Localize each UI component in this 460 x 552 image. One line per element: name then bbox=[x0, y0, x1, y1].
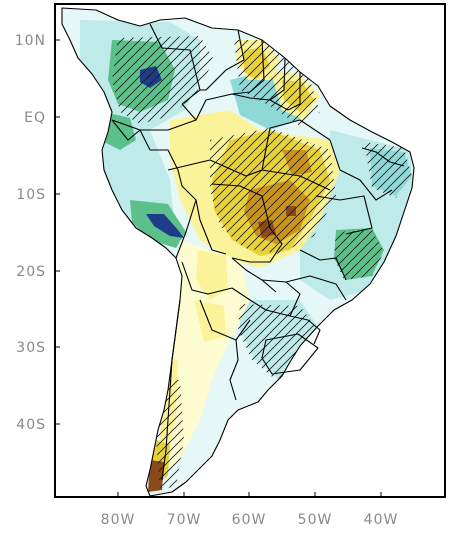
lon-label-80w: 80W bbox=[101, 512, 136, 528]
map-frame bbox=[54, 3, 446, 498]
border-brazil-states-1 bbox=[167, 159, 331, 191]
lat-label-40s: 40S bbox=[16, 417, 46, 433]
border-bolivia-chile bbox=[181, 261, 233, 295]
border-guyana-suriname bbox=[231, 39, 265, 95]
border-brazil-states-2 bbox=[261, 119, 331, 171]
border-uruguay bbox=[261, 333, 319, 375]
border-paraguay-brazil bbox=[261, 279, 301, 317]
lat-label-30s: 30S bbox=[16, 340, 46, 356]
border-colombia-venezuela bbox=[149, 23, 201, 105]
border-brazil-states-4 bbox=[315, 195, 373, 235]
border-suriname-guiana bbox=[269, 57, 286, 101]
axis-ticks bbox=[55, 39, 382, 497]
anomaly-yellow-argentina bbox=[194, 300, 226, 342]
border-paraguay-argentina bbox=[231, 287, 291, 317]
border-bolivia-brazil bbox=[211, 183, 283, 263]
anomaly-yellow-west bbox=[196, 250, 228, 300]
coastline bbox=[61, 7, 415, 497]
lat-label-20s: 20S bbox=[16, 264, 46, 280]
border-peru-brazil bbox=[150, 149, 227, 255]
border-argentina-provinces bbox=[199, 299, 251, 341]
anomaly-dark-blue-peru bbox=[146, 214, 184, 238]
lon-label-40w: 40W bbox=[364, 512, 399, 528]
lon-label-50w: 50W bbox=[298, 512, 333, 528]
lat-label-eq: EQ bbox=[24, 110, 46, 126]
lon-label-60w: 60W bbox=[232, 512, 267, 528]
lat-label-10n: 10N bbox=[15, 33, 46, 49]
country-borders bbox=[61, 7, 415, 497]
significance-hatch-colombia bbox=[112, 36, 214, 124]
border-brazil-states-3 bbox=[329, 139, 393, 201]
border-brazil-states-7 bbox=[361, 147, 405, 167]
border-peru-bolivia bbox=[175, 199, 197, 259]
border-argentina-brazil bbox=[289, 315, 321, 345]
border-guiana-brazil bbox=[195, 72, 301, 121]
border-bolivia-paraguay bbox=[231, 257, 277, 293]
border-brazil-states-5 bbox=[299, 249, 347, 281]
border-chile-argentina bbox=[161, 299, 181, 481]
significance-hatch-northeast bbox=[364, 142, 412, 198]
anomaly-yellow-south bbox=[162, 240, 250, 470]
border-venezuela-guyana bbox=[200, 29, 245, 91]
lat-label-10s: 10S bbox=[16, 187, 46, 203]
border-brazil-states-6 bbox=[285, 275, 347, 301]
border-argentina-provinces-2 bbox=[229, 339, 239, 401]
significance-hatch-brazil-east bbox=[334, 230, 384, 280]
border-ecuador-peru bbox=[111, 119, 151, 151]
significance-hatch-central bbox=[210, 128, 336, 254]
lon-label-70w: 70W bbox=[167, 512, 202, 528]
border-colombia-brazil bbox=[111, 103, 197, 131]
